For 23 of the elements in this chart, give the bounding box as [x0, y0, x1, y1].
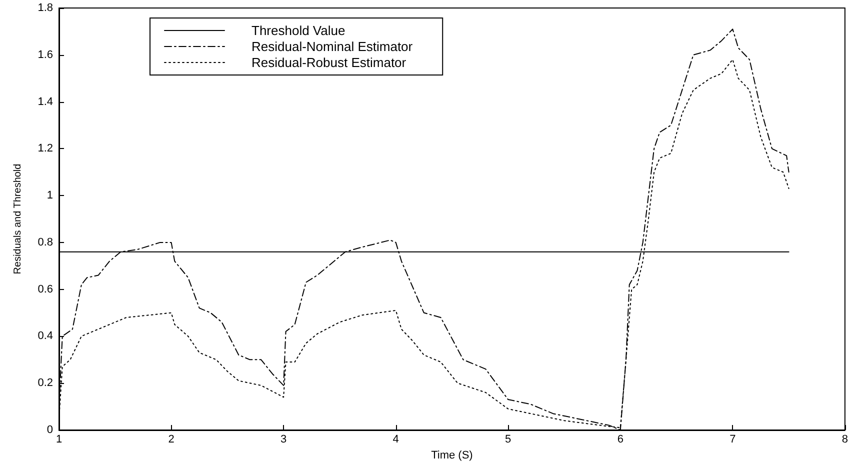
x-tick-label: 3 [280, 434, 287, 446]
y-tick-label: 1.2 [38, 142, 53, 155]
x-axis-title: Time (S) [431, 449, 473, 462]
y-tick-label: 0.6 [38, 283, 53, 296]
y-tick-label: 0.8 [38, 236, 53, 248]
y-tick-label: 1.6 [38, 48, 53, 61]
x-tick-label: 4 [392, 434, 399, 446]
legend-label: Residual-Nominal Estimator [252, 39, 414, 54]
y-tick-label: 0 [46, 424, 53, 436]
y-axis-title: Residuals and Threshold [12, 164, 24, 274]
y-tick-label: 1.4 [38, 96, 53, 108]
y-tick-label: 0.2 [38, 377, 53, 390]
x-tick-label: 8 [842, 434, 848, 446]
x-tick-label: 1 [56, 434, 62, 446]
y-tick-label: 0.4 [38, 330, 53, 342]
y-tick-label: 1.8 [38, 2, 53, 14]
x-tick-label: 5 [505, 434, 512, 446]
x-tick-label: 2 [168, 434, 174, 446]
x-tick-label: 6 [617, 434, 624, 446]
legend-label: Residual-Robust Estimator [252, 55, 407, 70]
legend-label: Threshold Value [252, 23, 346, 38]
y-tick-label: 1 [46, 190, 53, 202]
x-tick-label: 7 [730, 434, 736, 446]
